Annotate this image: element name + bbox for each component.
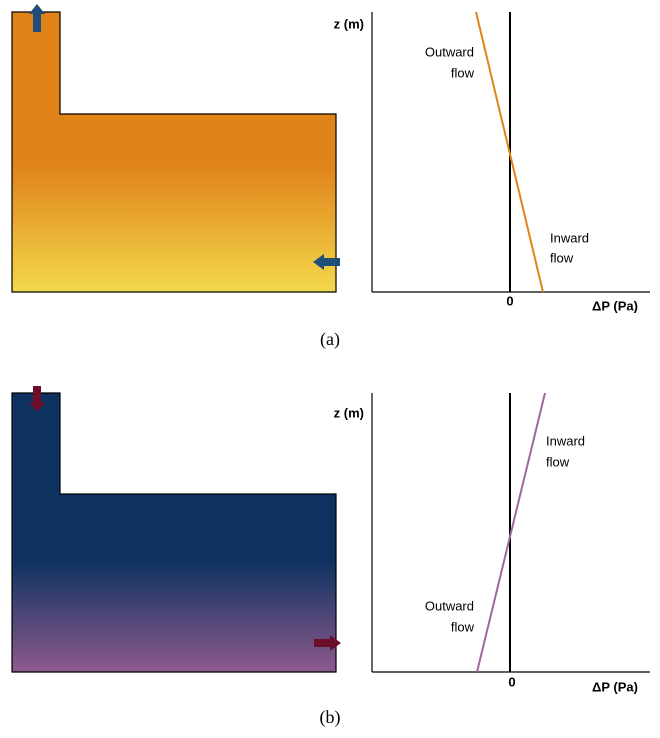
annotation: Outward [425, 44, 474, 59]
zero-label: 0 [506, 293, 513, 308]
annotation: flow [451, 65, 475, 80]
y-axis-label: z (m) [334, 16, 364, 31]
annotation: flow [546, 454, 570, 469]
annotation: Inward [546, 433, 585, 448]
building [12, 393, 336, 672]
y-axis-label: z (m) [334, 405, 364, 420]
panel-a: z (m) Outward flow Inward flow 0 ΔP (Pa)… [12, 4, 650, 350]
caption: (b) [320, 707, 341, 728]
zero-label: 0 [508, 674, 515, 689]
x-axis-label: ΔP (Pa) [592, 298, 638, 313]
figure: z (m) Outward flow Inward flow 0 ΔP (Pa)… [0, 0, 660, 738]
building [12, 12, 336, 292]
panel-b: z (m) Inward flow Outward flow 0 ΔP (Pa)… [12, 386, 650, 728]
caption: (a) [320, 329, 340, 350]
x-axis-label: ΔP (Pa) [592, 679, 638, 694]
annotation: Outward [425, 598, 474, 613]
annotation: flow [451, 619, 475, 634]
annotation: flow [550, 250, 574, 265]
annotation: Inward [550, 230, 589, 245]
